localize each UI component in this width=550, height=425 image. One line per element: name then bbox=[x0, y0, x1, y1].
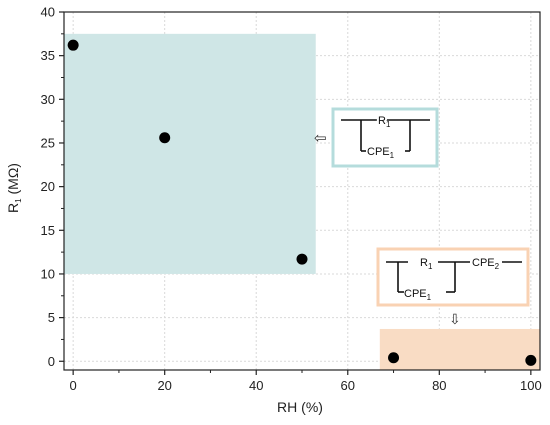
y-tick-label: 0 bbox=[48, 354, 55, 369]
cpe1-label-1: CPE1 bbox=[367, 146, 395, 160]
y-tick-label: 25 bbox=[41, 135, 55, 150]
data-point bbox=[388, 352, 400, 364]
circuit-wires-1 bbox=[341, 119, 430, 152]
data-point bbox=[296, 253, 308, 265]
data-points bbox=[67, 39, 537, 366]
circuit-wires-2 bbox=[386, 261, 522, 293]
x-tick-label: 20 bbox=[157, 378, 171, 393]
r1-label-1: R1 bbox=[378, 115, 391, 129]
x-tick-label: 80 bbox=[432, 378, 446, 393]
x-tick-label: 100 bbox=[520, 378, 542, 393]
y-tick-label: 40 bbox=[41, 5, 55, 20]
highlight-regions bbox=[64, 33, 540, 370]
axis-ticks: 0 20 40 60 80 100 0 5 10 15 20 25 30 35 40 bbox=[41, 5, 542, 394]
arrow-down-icon: ⇩ bbox=[449, 312, 461, 328]
y-tick-label: 15 bbox=[41, 223, 55, 238]
r1-label-2: R1 bbox=[420, 257, 433, 271]
data-point bbox=[67, 39, 79, 51]
data-point bbox=[159, 132, 171, 144]
y-tick-label: 5 bbox=[48, 310, 55, 325]
circuit-box-2 bbox=[376, 247, 530, 307]
highlight-region-1 bbox=[64, 33, 316, 274]
x-tick-label: 60 bbox=[341, 378, 355, 393]
x-tick-label: 40 bbox=[249, 378, 263, 393]
y-tick-label: 10 bbox=[41, 266, 55, 281]
y-axis-label: R1 (MΩ) bbox=[5, 163, 23, 213]
circuit-annotation-1: R1 CPE1 ⇦ bbox=[314, 107, 439, 168]
x-axis-label: RH (%) bbox=[277, 399, 323, 415]
x-tick-label: 0 bbox=[70, 378, 77, 393]
arrow-left-icon: ⇦ bbox=[314, 129, 327, 147]
circuit-annotation-2: R1 CPE1 CPE2 ⇩ bbox=[376, 247, 530, 328]
highlight-region-2 bbox=[379, 328, 540, 370]
circuit-box-1 bbox=[331, 107, 439, 168]
cpe1-label-2: CPE1 bbox=[404, 288, 432, 302]
y-tick-label: 20 bbox=[41, 179, 55, 194]
y-tick-label: 30 bbox=[41, 92, 55, 107]
data-point bbox=[525, 354, 537, 366]
y-tick-label: 35 bbox=[41, 48, 55, 63]
cpe2-label-2: CPE2 bbox=[472, 257, 500, 271]
